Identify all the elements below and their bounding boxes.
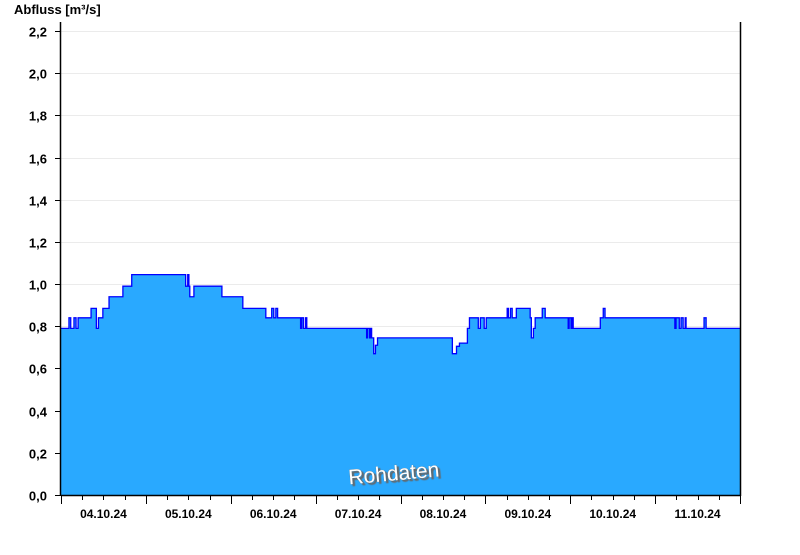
y-ticks: 0,0 0,2 0,4 0,6 0,8 1,0 1,2 1,4 1,6 1,8 2,0 2,2 xyxy=(29,25,61,504)
x-tick-label: 05.10.24 xyxy=(165,507,212,521)
y-tick-label: 2,0 xyxy=(29,67,47,82)
x-tick-label: 09.10.24 xyxy=(504,507,551,521)
series-fill xyxy=(61,274,740,495)
x-tick-label: 11.10.24 xyxy=(675,507,721,521)
x-tick-label: 07.10.24 xyxy=(335,507,382,521)
x-ticks: 04.10.24 05.10.24 06.10.24 07.10.24 08.10.24… xyxy=(61,495,741,521)
y-tick-label: 0,6 xyxy=(29,362,47,377)
series-area xyxy=(61,273,740,495)
y-tick-label: 0,0 xyxy=(29,489,47,504)
series-line xyxy=(61,273,740,355)
y-tick-label: 1,4 xyxy=(29,194,48,209)
y-axis-label: Abfluss [m³/s] xyxy=(14,2,101,17)
x-tick-label: 08.10.24 xyxy=(420,507,467,521)
x-tick-label: 06.10.24 xyxy=(250,507,297,521)
y-tick-label: 2,2 xyxy=(29,25,47,40)
x-tick-label: 10.10.24 xyxy=(589,507,636,521)
y-tick-label: 0,8 xyxy=(29,320,47,335)
x-tick-label: 04.10.24 xyxy=(80,507,127,521)
y-tick-label: 0,2 xyxy=(29,447,47,462)
y-tick-label: 1,8 xyxy=(29,109,47,124)
y-tick-label: 0,4 xyxy=(29,405,48,420)
y-tick-label: 1,0 xyxy=(29,278,47,293)
y-tick-label: 1,6 xyxy=(29,152,47,167)
y-tick-label: 1,2 xyxy=(29,236,47,251)
